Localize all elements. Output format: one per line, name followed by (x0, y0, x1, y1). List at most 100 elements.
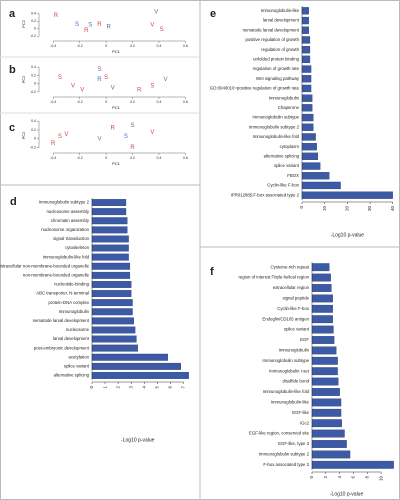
bar (301, 84, 312, 93)
category-label: IPR012885:F-box associated type 2 (231, 192, 300, 197)
bar (301, 36, 311, 44)
bar (301, 172, 330, 180)
point: S (75, 22, 79, 28)
category-label: alternative splicing (264, 153, 300, 158)
bar (91, 208, 127, 216)
bar (91, 226, 128, 234)
point: R (107, 24, 112, 30)
bar (301, 113, 314, 122)
bar (311, 263, 330, 272)
panel-letter: e (210, 8, 216, 20)
category-label: splice variant (274, 163, 300, 168)
category-label: Immunoglobulin (269, 95, 300, 100)
bar (301, 55, 311, 63)
x-tick-label: 0.2 (130, 44, 135, 48)
bar (311, 398, 342, 407)
x-tick-label: -0.2 (77, 100, 83, 104)
x-tick-label: 0 (105, 100, 107, 104)
category-label: Immunoglobulin-like fold (253, 134, 300, 139)
category-label: signal peptide (282, 296, 309, 301)
y-tick-label: 0.2 (31, 128, 36, 132)
bar (301, 143, 317, 151)
x-tick-label: 0.6 (183, 44, 188, 48)
bar (91, 262, 131, 270)
x-tick-label: 6 (168, 386, 173, 389)
bar (311, 408, 342, 417)
category-label: Immunoglobulin subtype 2 (249, 124, 300, 129)
x-tick-label: 2 (115, 386, 120, 389)
category-label: alternative splicing (54, 373, 90, 378)
bar (301, 104, 313, 112)
x-tick-label: -0.4 (50, 100, 56, 104)
bar (301, 152, 319, 160)
category-label: Immunoglobulin I-set (269, 368, 310, 373)
point: S (97, 67, 101, 73)
x-axis-label: PC1 (112, 161, 121, 166)
bar (311, 294, 333, 303)
point: V (64, 132, 68, 138)
category-label: nucleosome assembly (46, 209, 89, 214)
point: S (104, 75, 108, 81)
x-tick-label: -0.4 (50, 156, 56, 160)
category-label: Cyclin-like F-box (277, 306, 310, 311)
y-tick-label: 0 (34, 137, 36, 141)
category-label: Cysteine-rich repeat (271, 264, 310, 269)
y-tick-label: 0.4 (31, 119, 36, 123)
bar (301, 7, 309, 15)
bar (311, 325, 334, 334)
category-label: EGF-like (292, 410, 309, 415)
x-tick-label: 40 (390, 206, 395, 212)
x-tick-label: 4 (337, 476, 342, 479)
bar (311, 460, 394, 469)
x-axis-label: -Log10 p-value (331, 232, 365, 238)
category-label: Immunoglobulin subtype 2 (259, 452, 310, 457)
x-tick-label: -0.4 (50, 44, 56, 48)
x-tick-label: 0 (299, 206, 304, 209)
bar (91, 344, 138, 352)
x-tick-label: 0.4 (157, 44, 162, 48)
category-label: regulation of growth rate (253, 66, 300, 71)
bar (91, 235, 129, 243)
bar (311, 377, 339, 386)
category-label: EGF-like region, conserved site (249, 431, 310, 436)
category-label: Endoglin/CD105 antigen (262, 316, 309, 321)
x-axis-label: -Log10 p-value (121, 437, 155, 443)
x-tick-label: 0.6 (183, 156, 188, 160)
category-label: Immunoglobulin-like fold (263, 389, 310, 394)
y-tick-label: 0 (34, 82, 36, 86)
bar (91, 217, 128, 225)
panel-letter: d (10, 196, 17, 208)
y-tick-label: 0.2 (31, 73, 36, 77)
bar (91, 271, 131, 279)
bar (311, 346, 337, 355)
point: V (150, 23, 154, 29)
bar (301, 16, 309, 25)
point: R (51, 141, 56, 147)
bar (311, 429, 345, 438)
category-label: splice variant (64, 363, 90, 368)
bar (311, 356, 338, 365)
x-tick-label: 3 (128, 386, 133, 389)
x-tick-label: 0.4 (157, 156, 162, 160)
point: S (124, 134, 128, 140)
bar (91, 299, 133, 307)
category-label: F-box associated type 2 (263, 462, 309, 467)
x-tick-label: 0.2 (130, 100, 135, 104)
bar (301, 46, 311, 54)
bar (311, 304, 333, 313)
y-axis-label: PC2 (21, 75, 26, 84)
category-label: positive regulation of growth (245, 37, 299, 42)
category-label: nematode larval development (33, 318, 90, 323)
bar (301, 133, 316, 141)
category-label: nucleotide-binding (54, 282, 89, 287)
category-label: cytoplasm (280, 144, 300, 149)
x-axis-label: PC1 (112, 49, 121, 54)
bar (311, 450, 351, 459)
x-tick-label: 7 (181, 386, 186, 389)
x-axis-label: -Log10 p-value (330, 491, 364, 497)
bar (311, 367, 338, 376)
point: R (130, 145, 135, 151)
bar (91, 244, 129, 252)
